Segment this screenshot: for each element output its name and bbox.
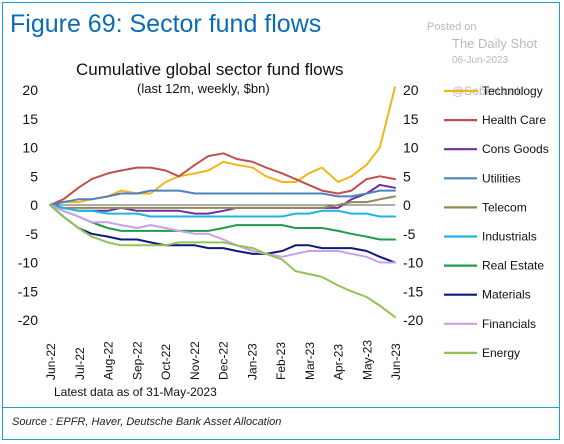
x-tick-label: Jan-23 bbox=[245, 343, 259, 380]
y-tick-label-left: 5 bbox=[30, 168, 38, 184]
series-line-real-estate bbox=[49, 204, 396, 241]
y-tick-label-left: -5 bbox=[26, 226, 39, 242]
y-tick-label-right: -20 bbox=[403, 312, 423, 328]
y-tick-label-left: 20 bbox=[22, 82, 38, 98]
legend-label-materials: Materials bbox=[482, 288, 531, 302]
legend-label-financials: Financials bbox=[482, 317, 536, 331]
y-tick-label-right: 20 bbox=[403, 82, 419, 98]
y-tick-label-left: 15 bbox=[22, 111, 38, 127]
watermark-posted-on: Posted on bbox=[427, 21, 477, 33]
figure-title: Figure 69: Sector fund flows bbox=[10, 10, 322, 38]
x-tick-label: Sep-22 bbox=[130, 341, 144, 380]
series-line-health-care bbox=[49, 152, 396, 206]
y-tick-label-right: -5 bbox=[403, 226, 416, 242]
series-line-industrials bbox=[49, 204, 396, 218]
x-tick-label: Jun-22 bbox=[44, 343, 58, 380]
source-note: Source : EPFR, Haver, Deutsche Bank Asse… bbox=[12, 416, 282, 428]
series-line-telecom bbox=[49, 195, 396, 209]
x-tick-label: Apr-23 bbox=[332, 344, 346, 380]
x-tick-label: Aug-22 bbox=[102, 341, 116, 380]
watermark-date: 06-Jun-2023 bbox=[452, 55, 509, 66]
chart-title: Cumulative global sector fund flows bbox=[76, 60, 344, 79]
x-tick-label: Jul-22 bbox=[73, 347, 87, 380]
legend-label-health-care: Health Care bbox=[482, 113, 546, 127]
x-tick-label: Dec-22 bbox=[217, 341, 231, 380]
x-tick-label: Oct-22 bbox=[159, 344, 173, 380]
y-tick-label-right: 15 bbox=[403, 111, 419, 127]
y-tick-label-right: 5 bbox=[403, 168, 411, 184]
y-tick-label-right: -10 bbox=[403, 255, 423, 271]
x-tick-label: Feb-23 bbox=[274, 342, 288, 380]
x-tick-label: May-23 bbox=[360, 340, 374, 380]
legend-label-technology: Technology bbox=[482, 84, 543, 98]
watermark-handle: @SoberLook bbox=[452, 84, 523, 98]
series-line-materials bbox=[49, 204, 396, 264]
footnote: Latest data as of 31-May-2023 bbox=[54, 385, 217, 399]
series-line-energy bbox=[49, 204, 396, 319]
y-tick-label-right: -15 bbox=[403, 283, 423, 299]
figure-frame bbox=[2, 2, 560, 440]
legend-label-telecom: Telecom bbox=[482, 200, 527, 214]
series-line-cons-goods bbox=[49, 183, 396, 215]
series-line-financials bbox=[49, 204, 396, 264]
divider bbox=[2, 407, 560, 408]
y-tick-label-left: 0 bbox=[30, 197, 38, 213]
x-tick-label: Jun-23 bbox=[389, 343, 403, 380]
legend-label-industrials: Industrials bbox=[482, 230, 537, 244]
watermark-site: The Daily Shot bbox=[452, 36, 538, 51]
y-tick-label-left: -10 bbox=[18, 255, 38, 271]
y-tick-label-left: -15 bbox=[18, 283, 38, 299]
legend-label-utilities: Utilities bbox=[482, 171, 521, 185]
y-tick-label-left: 10 bbox=[22, 140, 38, 156]
x-tick-label: Mar-23 bbox=[303, 342, 317, 380]
series-line-utilities bbox=[49, 189, 396, 206]
legend-label-real-estate: Real Estate bbox=[482, 259, 544, 273]
chart-subtitle: (last 12m, weekly, $bn) bbox=[137, 81, 270, 96]
y-tick-label-left: -20 bbox=[18, 312, 38, 328]
y-tick-label-right: 0 bbox=[403, 197, 411, 213]
x-tick-label: Nov-22 bbox=[188, 341, 202, 380]
legend-label-energy: Energy bbox=[482, 346, 520, 360]
series-line-technology bbox=[49, 86, 396, 206]
y-tick-label-right: 10 bbox=[403, 140, 419, 156]
legend-label-cons-goods: Cons Goods bbox=[482, 142, 549, 156]
